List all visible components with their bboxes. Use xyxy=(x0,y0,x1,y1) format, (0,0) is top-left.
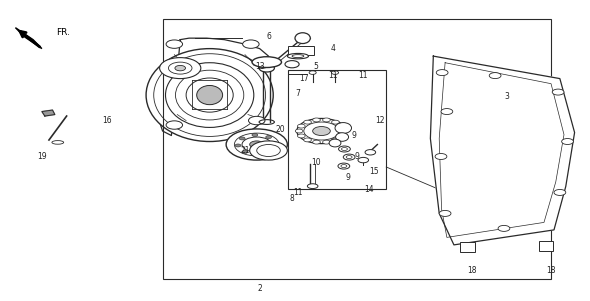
Ellipse shape xyxy=(166,40,182,48)
Text: 16: 16 xyxy=(102,116,112,125)
Ellipse shape xyxy=(332,138,339,142)
Text: 9: 9 xyxy=(355,152,359,161)
Ellipse shape xyxy=(436,70,448,76)
Polygon shape xyxy=(160,38,268,135)
Ellipse shape xyxy=(340,129,348,133)
Ellipse shape xyxy=(304,120,312,124)
Ellipse shape xyxy=(338,134,346,138)
Ellipse shape xyxy=(196,85,222,105)
Ellipse shape xyxy=(313,126,330,135)
Ellipse shape xyxy=(339,146,350,152)
Ellipse shape xyxy=(313,140,320,144)
Ellipse shape xyxy=(313,118,320,122)
Text: 3: 3 xyxy=(504,92,509,101)
Text: 20: 20 xyxy=(276,125,285,134)
Text: 18: 18 xyxy=(546,266,556,275)
Ellipse shape xyxy=(297,118,346,144)
Text: 10: 10 xyxy=(311,158,320,167)
Ellipse shape xyxy=(160,57,201,79)
Ellipse shape xyxy=(329,139,341,147)
Text: 2: 2 xyxy=(257,284,262,293)
Ellipse shape xyxy=(441,109,453,115)
Ellipse shape xyxy=(489,73,501,79)
Ellipse shape xyxy=(304,138,312,142)
Ellipse shape xyxy=(287,53,309,59)
Ellipse shape xyxy=(297,124,305,128)
Ellipse shape xyxy=(307,184,318,188)
Ellipse shape xyxy=(297,134,305,138)
Ellipse shape xyxy=(336,133,349,141)
Ellipse shape xyxy=(498,225,510,231)
Ellipse shape xyxy=(273,142,278,145)
Polygon shape xyxy=(42,110,55,116)
Ellipse shape xyxy=(552,89,564,95)
Bar xyxy=(288,46,314,54)
Text: 21: 21 xyxy=(240,146,250,155)
Text: FR.: FR. xyxy=(57,28,70,37)
Ellipse shape xyxy=(255,153,261,156)
Text: 5: 5 xyxy=(313,62,318,71)
Ellipse shape xyxy=(562,138,573,144)
Polygon shape xyxy=(430,56,575,245)
Ellipse shape xyxy=(235,144,241,147)
Ellipse shape xyxy=(252,57,281,67)
Ellipse shape xyxy=(295,129,303,133)
Ellipse shape xyxy=(248,116,265,125)
Ellipse shape xyxy=(166,121,182,129)
Text: 19: 19 xyxy=(37,152,47,161)
Ellipse shape xyxy=(338,124,346,128)
Text: 13: 13 xyxy=(255,62,264,71)
Text: 11: 11 xyxy=(293,188,303,197)
Text: 12: 12 xyxy=(376,116,385,125)
Ellipse shape xyxy=(239,137,245,140)
Ellipse shape xyxy=(358,157,369,163)
Ellipse shape xyxy=(268,149,274,152)
Ellipse shape xyxy=(554,189,566,195)
Ellipse shape xyxy=(323,118,330,122)
Ellipse shape xyxy=(146,49,273,141)
Ellipse shape xyxy=(435,154,447,160)
Ellipse shape xyxy=(175,65,185,71)
Ellipse shape xyxy=(332,120,339,124)
Ellipse shape xyxy=(295,33,310,44)
Ellipse shape xyxy=(242,40,259,48)
Ellipse shape xyxy=(250,141,287,160)
Text: 9: 9 xyxy=(352,131,356,140)
Text: 17: 17 xyxy=(299,74,309,83)
Polygon shape xyxy=(15,28,42,49)
Text: 6: 6 xyxy=(266,32,271,41)
Ellipse shape xyxy=(365,150,376,155)
Ellipse shape xyxy=(258,63,267,68)
Text: 4: 4 xyxy=(331,44,336,53)
Ellipse shape xyxy=(439,210,451,216)
Ellipse shape xyxy=(335,123,352,133)
Ellipse shape xyxy=(343,154,355,160)
Ellipse shape xyxy=(259,64,274,72)
Ellipse shape xyxy=(285,61,299,68)
Text: 11: 11 xyxy=(358,71,368,80)
Text: 18: 18 xyxy=(467,266,476,275)
Ellipse shape xyxy=(52,141,64,144)
Bar xyxy=(288,70,386,189)
Text: 9: 9 xyxy=(346,173,350,182)
Text: 7: 7 xyxy=(296,89,300,98)
Text: 14: 14 xyxy=(364,185,373,194)
Text: 15: 15 xyxy=(370,167,379,176)
Ellipse shape xyxy=(252,133,258,136)
Bar xyxy=(539,241,553,251)
Ellipse shape xyxy=(266,135,271,138)
Ellipse shape xyxy=(323,140,330,144)
Text: 11: 11 xyxy=(329,71,338,80)
Ellipse shape xyxy=(250,141,264,148)
Text: 8: 8 xyxy=(290,194,294,203)
Ellipse shape xyxy=(338,163,350,169)
Ellipse shape xyxy=(242,150,248,154)
Ellipse shape xyxy=(226,129,287,160)
Bar xyxy=(460,242,474,252)
